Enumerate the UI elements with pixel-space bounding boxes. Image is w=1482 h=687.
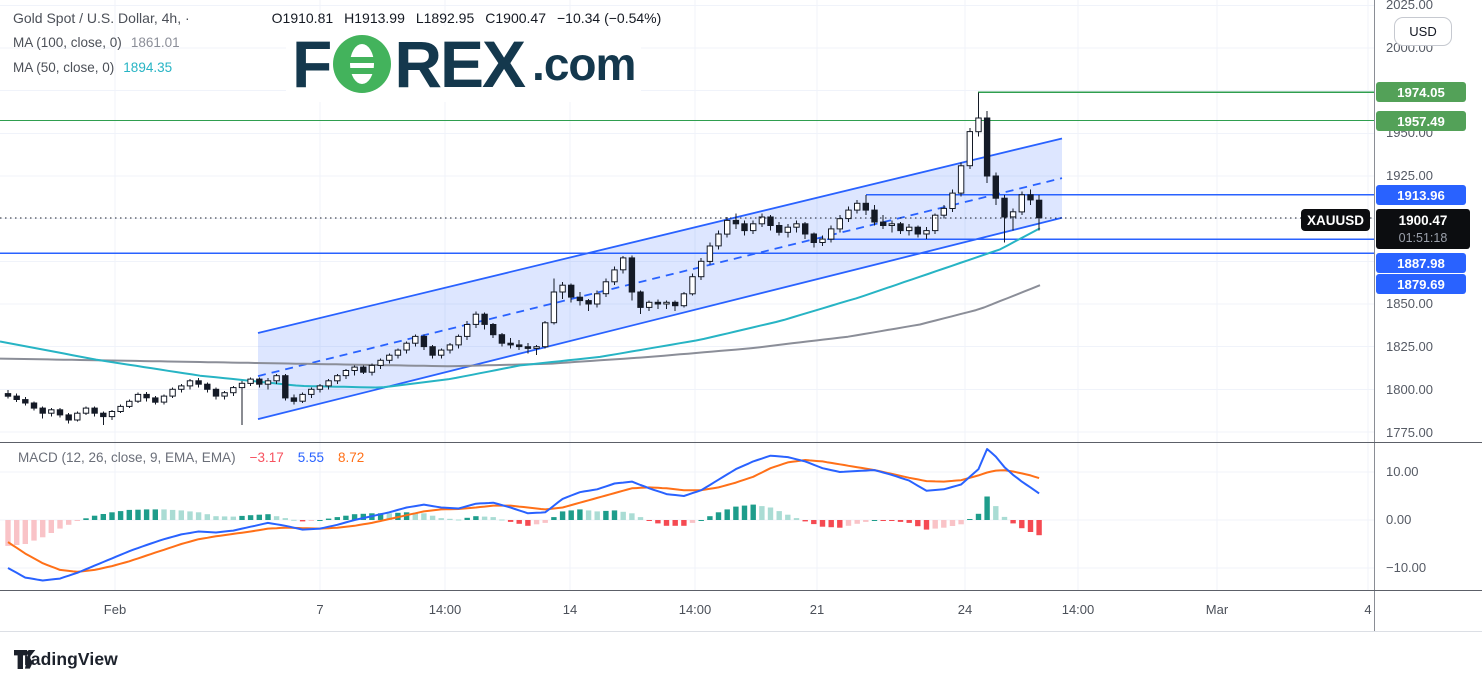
price-axis[interactable]: USD 1900.47 01:51:18 2025.00 2000.00 1950.… (1374, 0, 1482, 631)
ma50-legend-row[interactable]: MA (50, close, 0) 1894.35 (13, 55, 661, 80)
ma100-label: MA (100, close, 0) (13, 35, 122, 50)
currency-toggle-button[interactable]: USD (1394, 17, 1452, 46)
axis-border-line (1374, 0, 1375, 631)
time-tick: Feb (103, 602, 127, 617)
ohlc-change: −10.34 (−0.54%) (556, 9, 662, 26)
macd-tick: 0.00 (1386, 512, 1412, 527)
pane-divider[interactable] (0, 442, 1482, 443)
watermark-dot-com: .com (532, 38, 636, 90)
time-tick: 14:00 (428, 602, 462, 617)
level-price-label: 1879.69 (1376, 274, 1466, 294)
macd-title: MACD (12, 26, close, 9, EMA, EMA) (18, 450, 236, 465)
ma50-line[interactable] (0, 227, 1041, 389)
ma100-value: 1861.01 (130, 35, 180, 50)
price-tick: 1825.00 (1386, 339, 1433, 354)
ohlc-close: C1900.47 (485, 9, 546, 26)
watermark-letter-f: F (292, 27, 332, 101)
forex-com-watermark: F REX .com (286, 26, 642, 102)
time-tick: 7 (316, 602, 324, 617)
macd-main-line (7, 448, 1040, 582)
price-line-symbol-tag: XAUUSD (1301, 209, 1370, 231)
macd-tick: −10.00 (1386, 560, 1427, 575)
level-price-label: 1974.05 (1376, 82, 1466, 102)
price-grid (0, 0, 1374, 442)
ma50-value: 1894.35 (123, 60, 173, 75)
bar-countdown: 01:51:18 (1398, 231, 1448, 245)
time-axis-bottom-border (0, 631, 1482, 632)
tradingview-wordmark: TradingView (14, 649, 118, 669)
current-price-label: 1900.47 01:51:18 (1376, 209, 1470, 249)
parallel-channel-drawing[interactable] (257, 137, 1063, 421)
price-tick: 1850.00 (1386, 296, 1433, 311)
macd-tick: 10.00 (1386, 464, 1419, 479)
macd-pane-canvas[interactable] (0, 442, 1374, 590)
time-axis[interactable]: Feb 7 14:00 14 14:00 21 24 14:00 Mar 4 (0, 591, 1482, 631)
price-tick: 2025.00 (1386, 0, 1433, 12)
time-tick: 21 (809, 602, 825, 617)
price-tick: 1800.00 (1386, 382, 1433, 397)
time-axis-border (0, 590, 1482, 591)
symbol-legend-row[interactable]: Gold Spot / U.S. Dollar, 4h, · O1910.81 … (13, 5, 661, 30)
time-tick: 14:00 (678, 602, 712, 617)
ohlc-open: O1910.81 (271, 9, 334, 26)
price-pane-canvas[interactable] (0, 0, 1374, 442)
watermark-o-icon (333, 35, 392, 93)
macd-histogram-value: −3.17 (249, 450, 284, 465)
ohlc-low: L1892.95 (415, 9, 475, 26)
macd-signal-line (7, 459, 1040, 573)
ohlc-high: H1913.99 (344, 9, 405, 26)
level-price-label: 1887.98 (1376, 253, 1466, 273)
time-tick: 14:00 (1061, 602, 1095, 617)
chart-legend: Gold Spot / U.S. Dollar, 4h, · O1910.81 … (13, 5, 661, 80)
ma100-legend-row[interactable]: MA (100, close, 0) 1861.01 (13, 30, 661, 55)
ma50-label: MA (50, close, 0) (13, 60, 115, 75)
macd-signal-value: 8.72 (338, 450, 365, 465)
current-price-value: 1900.47 (1398, 213, 1448, 228)
tradingview-logo[interactable]: TradingView (14, 649, 118, 670)
symbol-title: Gold Spot / U.S. Dollar, 4h, · (13, 9, 190, 26)
macd-histogram (5, 496, 1042, 546)
price-tick: 1775.00 (1386, 425, 1433, 440)
time-tick: 4 (1364, 602, 1372, 617)
level-price-label: 1913.96 (1376, 185, 1466, 205)
time-tick: Mar (1205, 602, 1229, 617)
macd-line-value: 5.55 (297, 450, 325, 465)
time-tick: 24 (957, 602, 973, 617)
watermark-letters-rex: REX (394, 27, 526, 101)
time-tick: 14 (562, 602, 578, 617)
candles-layer (4, 92, 1043, 426)
macd-grid (0, 442, 1374, 590)
tradingview-glyph-icon (14, 650, 36, 669)
macd-legend-row[interactable]: MACD (12, 26, close, 9, EMA, EMA) −3.17 … (18, 450, 364, 465)
price-tick: 1925.00 (1386, 168, 1433, 183)
level-price-label: 1957.49 (1376, 111, 1466, 131)
